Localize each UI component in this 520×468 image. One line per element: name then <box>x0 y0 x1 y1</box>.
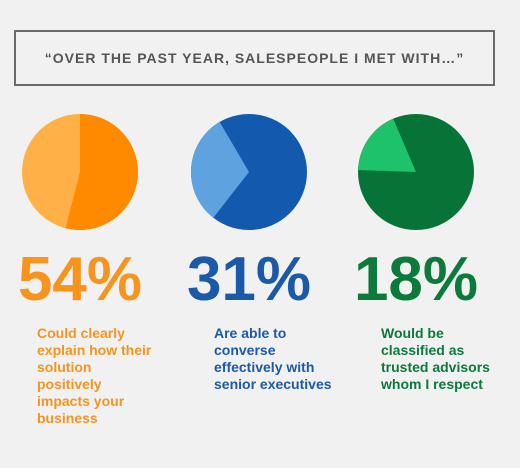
pie-slice <box>65 114 139 230</box>
percent-label: 31% <box>187 245 311 314</box>
percent-label: 18% <box>354 245 478 314</box>
caption: Could clearly explain how their solution… <box>37 325 152 426</box>
title: “OVER THE PAST YEAR, SALESPEOPLE I MET W… <box>44 50 465 66</box>
caption: Are able to converse effectively with se… <box>214 325 332 392</box>
pie-slice <box>191 121 249 218</box>
pie-slice <box>358 118 416 172</box>
percent-label: 54% <box>18 245 142 314</box>
caption: Would be classified as trusted advisors … <box>381 325 490 392</box>
title-box: “OVER THE PAST YEAR, SALESPEOPLE I MET W… <box>14 30 495 86</box>
